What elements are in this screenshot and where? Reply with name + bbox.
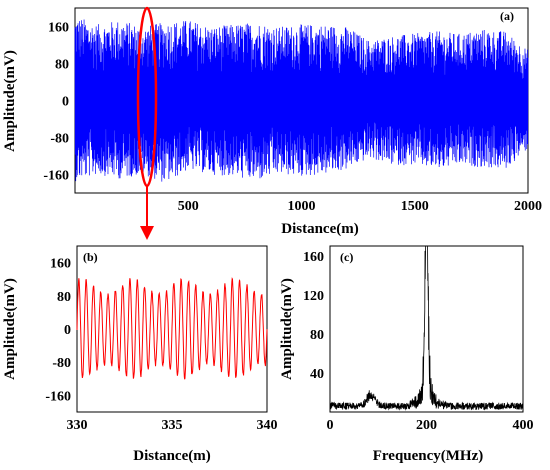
y-tick-label: 160 <box>50 257 71 272</box>
series-line-b <box>76 277 268 380</box>
x-tick-label: 0 <box>327 418 334 433</box>
y-tick-label: 160 <box>303 250 324 265</box>
panel-label-c: (c) <box>340 250 353 264</box>
x-tick-label: 330 <box>67 418 88 433</box>
plot-frame-c <box>329 245 524 413</box>
y-tick-label: -80 <box>52 356 71 371</box>
x-tick-label: 2000 <box>514 199 542 214</box>
y-tick-label: 0 <box>64 323 71 338</box>
x-tick-labels-b: 330 335 340 <box>67 418 278 433</box>
y-tick-label: 120 <box>303 289 324 304</box>
plot-area-b <box>76 277 268 380</box>
plot-area-c <box>329 245 524 411</box>
x-tick-label: 500 <box>178 199 199 214</box>
y-axis-label-b: Amplitude(mV) <box>2 278 18 380</box>
plot-area-a <box>74 19 529 182</box>
x-tick-label: 200 <box>416 418 437 433</box>
x-tick-label: 335 <box>162 418 183 433</box>
y-tick-label: 0 <box>62 95 69 110</box>
series-line-c <box>329 245 524 411</box>
y-tick-label: 80 <box>57 290 71 305</box>
x-tick-label: 340 <box>257 418 278 433</box>
x-tick-label: 1500 <box>401 199 429 214</box>
y-tick-label: 40 <box>310 367 324 382</box>
x-axis-label-c: Frequency(MHz) <box>373 448 484 464</box>
series-line-a <box>74 19 529 182</box>
x-tick-label: 400 <box>513 418 534 433</box>
x-tick-label: 1000 <box>288 199 316 214</box>
y-tick-label: 160 <box>48 21 69 36</box>
panel-a: 160 80 0 -80 -160 500 1000 1500 2000 (a) Distan… <box>2 6 542 240</box>
y-tick-label: 80 <box>310 328 324 343</box>
y-tick-label: -160 <box>45 389 71 404</box>
y-tick-label: 80 <box>55 58 69 73</box>
y-axis-label-c: Amplitude(mV) <box>279 278 295 380</box>
panel-c: 160 120 80 40 0 200 400 (c) Frequency(MHz) Am… <box>279 245 534 464</box>
y-tick-labels-b: 160 80 0 -80 -160 <box>45 257 71 405</box>
panel-label-b: (b) <box>83 250 98 264</box>
highlight-arrow-head <box>140 226 154 240</box>
y-tick-label: -80 <box>50 132 69 147</box>
x-tick-labels-c: 0 200 400 <box>327 418 534 433</box>
y-tick-labels-a: 160 80 0 -80 -160 <box>43 21 69 184</box>
x-axis-label-b: Distance(m) <box>133 448 210 464</box>
y-tick-label: -160 <box>43 169 69 184</box>
y-axis-label-a: Amplitude(mV) <box>2 50 18 152</box>
y-tick-labels-c: 160 120 80 40 <box>303 250 324 382</box>
panel-label-a: (a) <box>500 9 514 23</box>
x-tick-labels-a: 500 1000 1500 2000 <box>178 199 542 214</box>
x-axis-label-a: Distance(m) <box>281 221 358 237</box>
